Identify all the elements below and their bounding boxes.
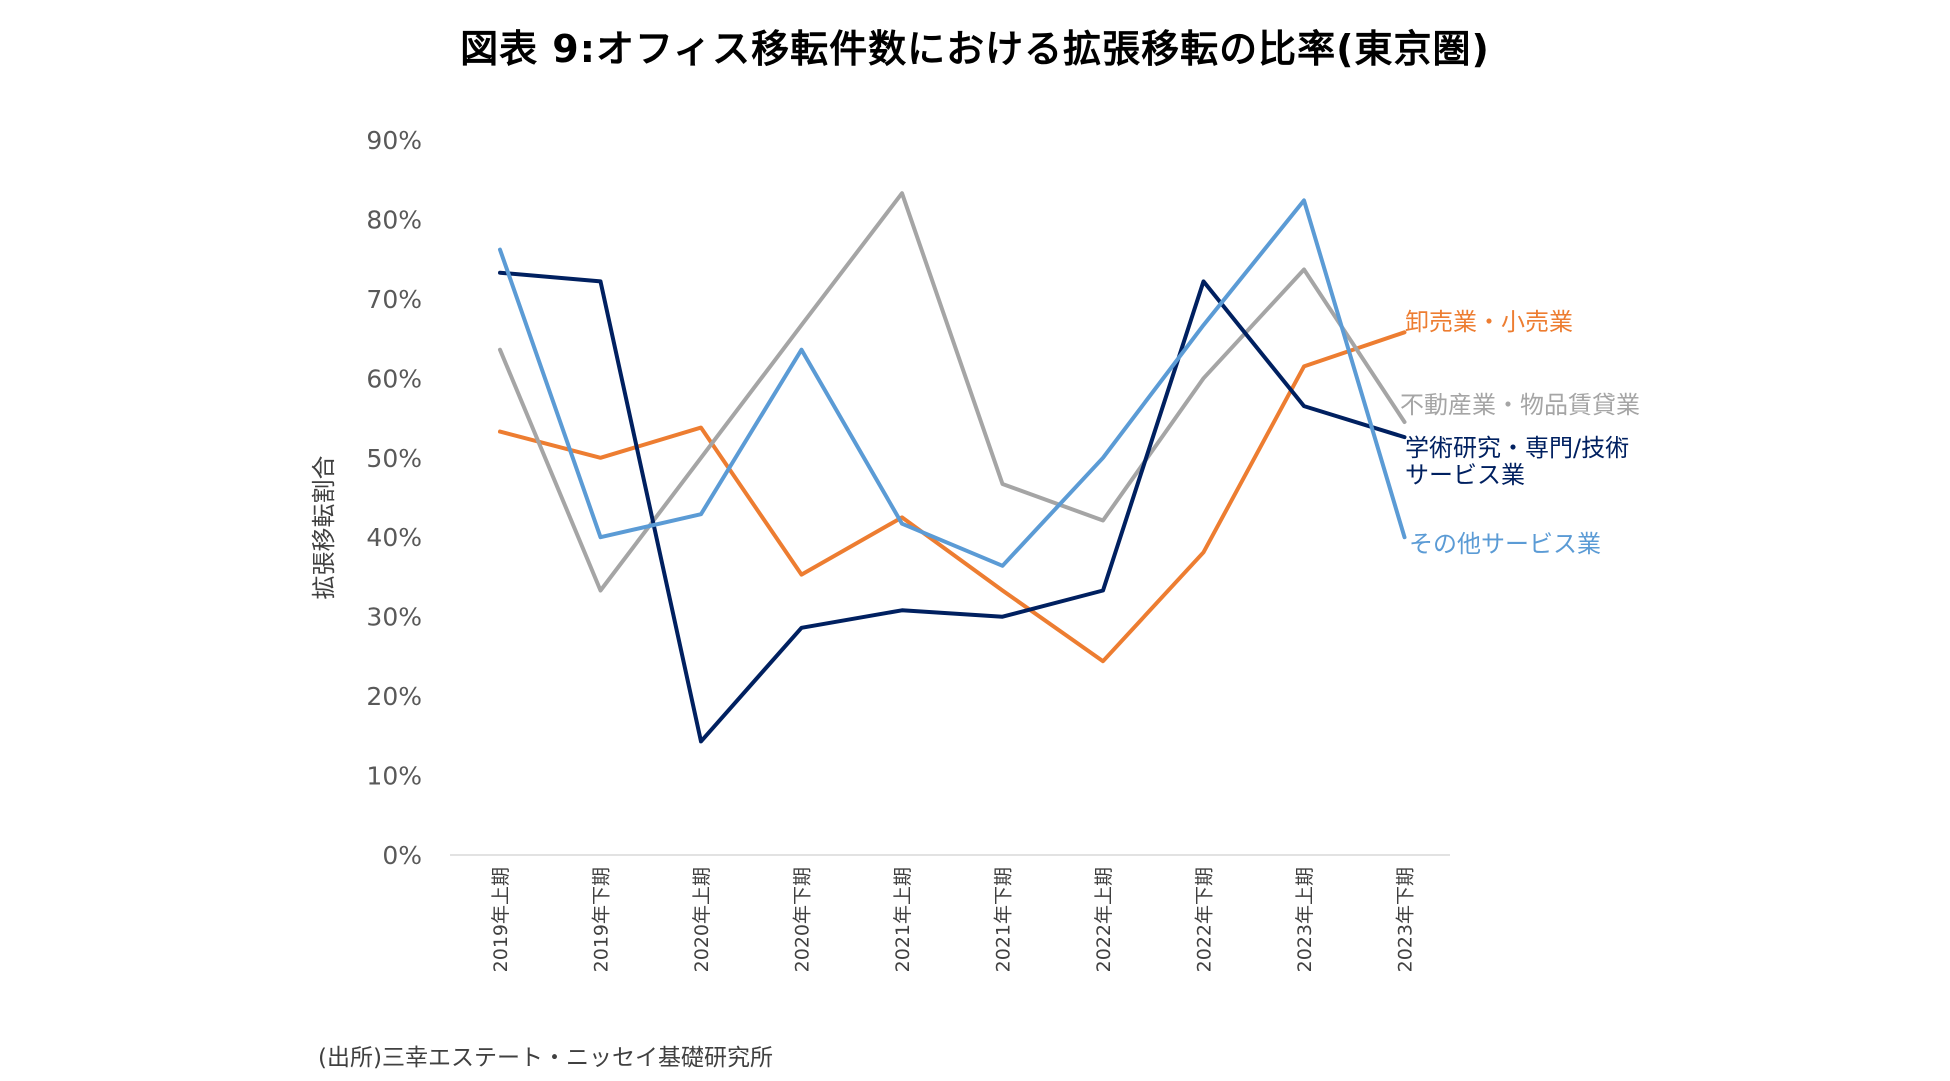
series-label: 学術研究・専門/技術サービス業 [1405, 434, 1629, 489]
x-axis-ticks: 2019年上期 2019年下期 2020年上期 2020年下期 2021年上期 2021年… [490, 867, 1417, 972]
series-label-line: サービス業 [1405, 461, 1525, 489]
series-line [498, 198, 1407, 568]
series-line [498, 330, 1407, 664]
x-tick-label: 2022年下期 [1194, 867, 1216, 972]
series-line [498, 270, 1407, 744]
y-tick-label: 60% [366, 364, 422, 393]
x-tick-label: 2019年上期 [490, 867, 512, 972]
y-tick-label: 90% [366, 126, 422, 155]
x-tick-label: 2023年下期 [1395, 867, 1417, 972]
y-axis-title: 拡張移転割合 [310, 456, 338, 600]
series-label: 卸売業・小売業 [1405, 308, 1573, 336]
series-label: 不動産業・物品賃貸業 [1400, 391, 1640, 419]
y-tick-label: 30% [366, 603, 422, 632]
y-axis-ticks: 0% 10% 20% 30% 40% 50% 60% 70% 80% 90% [366, 126, 422, 870]
series-label-line: 学術研究・専門/技術 [1405, 434, 1629, 462]
y-tick-label: 20% [366, 682, 422, 711]
series-lines [498, 191, 1407, 744]
y-tick-label: 50% [366, 444, 422, 473]
x-tick-label: 2022年上期 [1093, 867, 1115, 972]
source-note: (出所)三幸エステート・ニッセイ基礎研究所 [318, 1045, 773, 1071]
x-tick-label: 2019年下期 [591, 867, 613, 972]
x-tick-label: 2021年上期 [892, 867, 914, 972]
y-tick-label: 0% [382, 841, 422, 870]
series-label: その他サービス業 [1409, 530, 1601, 558]
x-tick-label: 2023年上期 [1294, 867, 1316, 972]
y-tick-label: 10% [366, 762, 422, 791]
y-tick-label: 40% [366, 523, 422, 552]
x-tick-label: 2021年下期 [993, 867, 1015, 972]
y-tick-label: 70% [366, 285, 422, 314]
x-tick-label: 2020年上期 [691, 867, 713, 972]
x-tick-label: 2020年下期 [792, 867, 814, 972]
chart-title: 図表 9:オフィス移転件数における拡張移転の比率(東京圏) [460, 27, 1490, 71]
y-tick-label: 80% [366, 205, 422, 234]
